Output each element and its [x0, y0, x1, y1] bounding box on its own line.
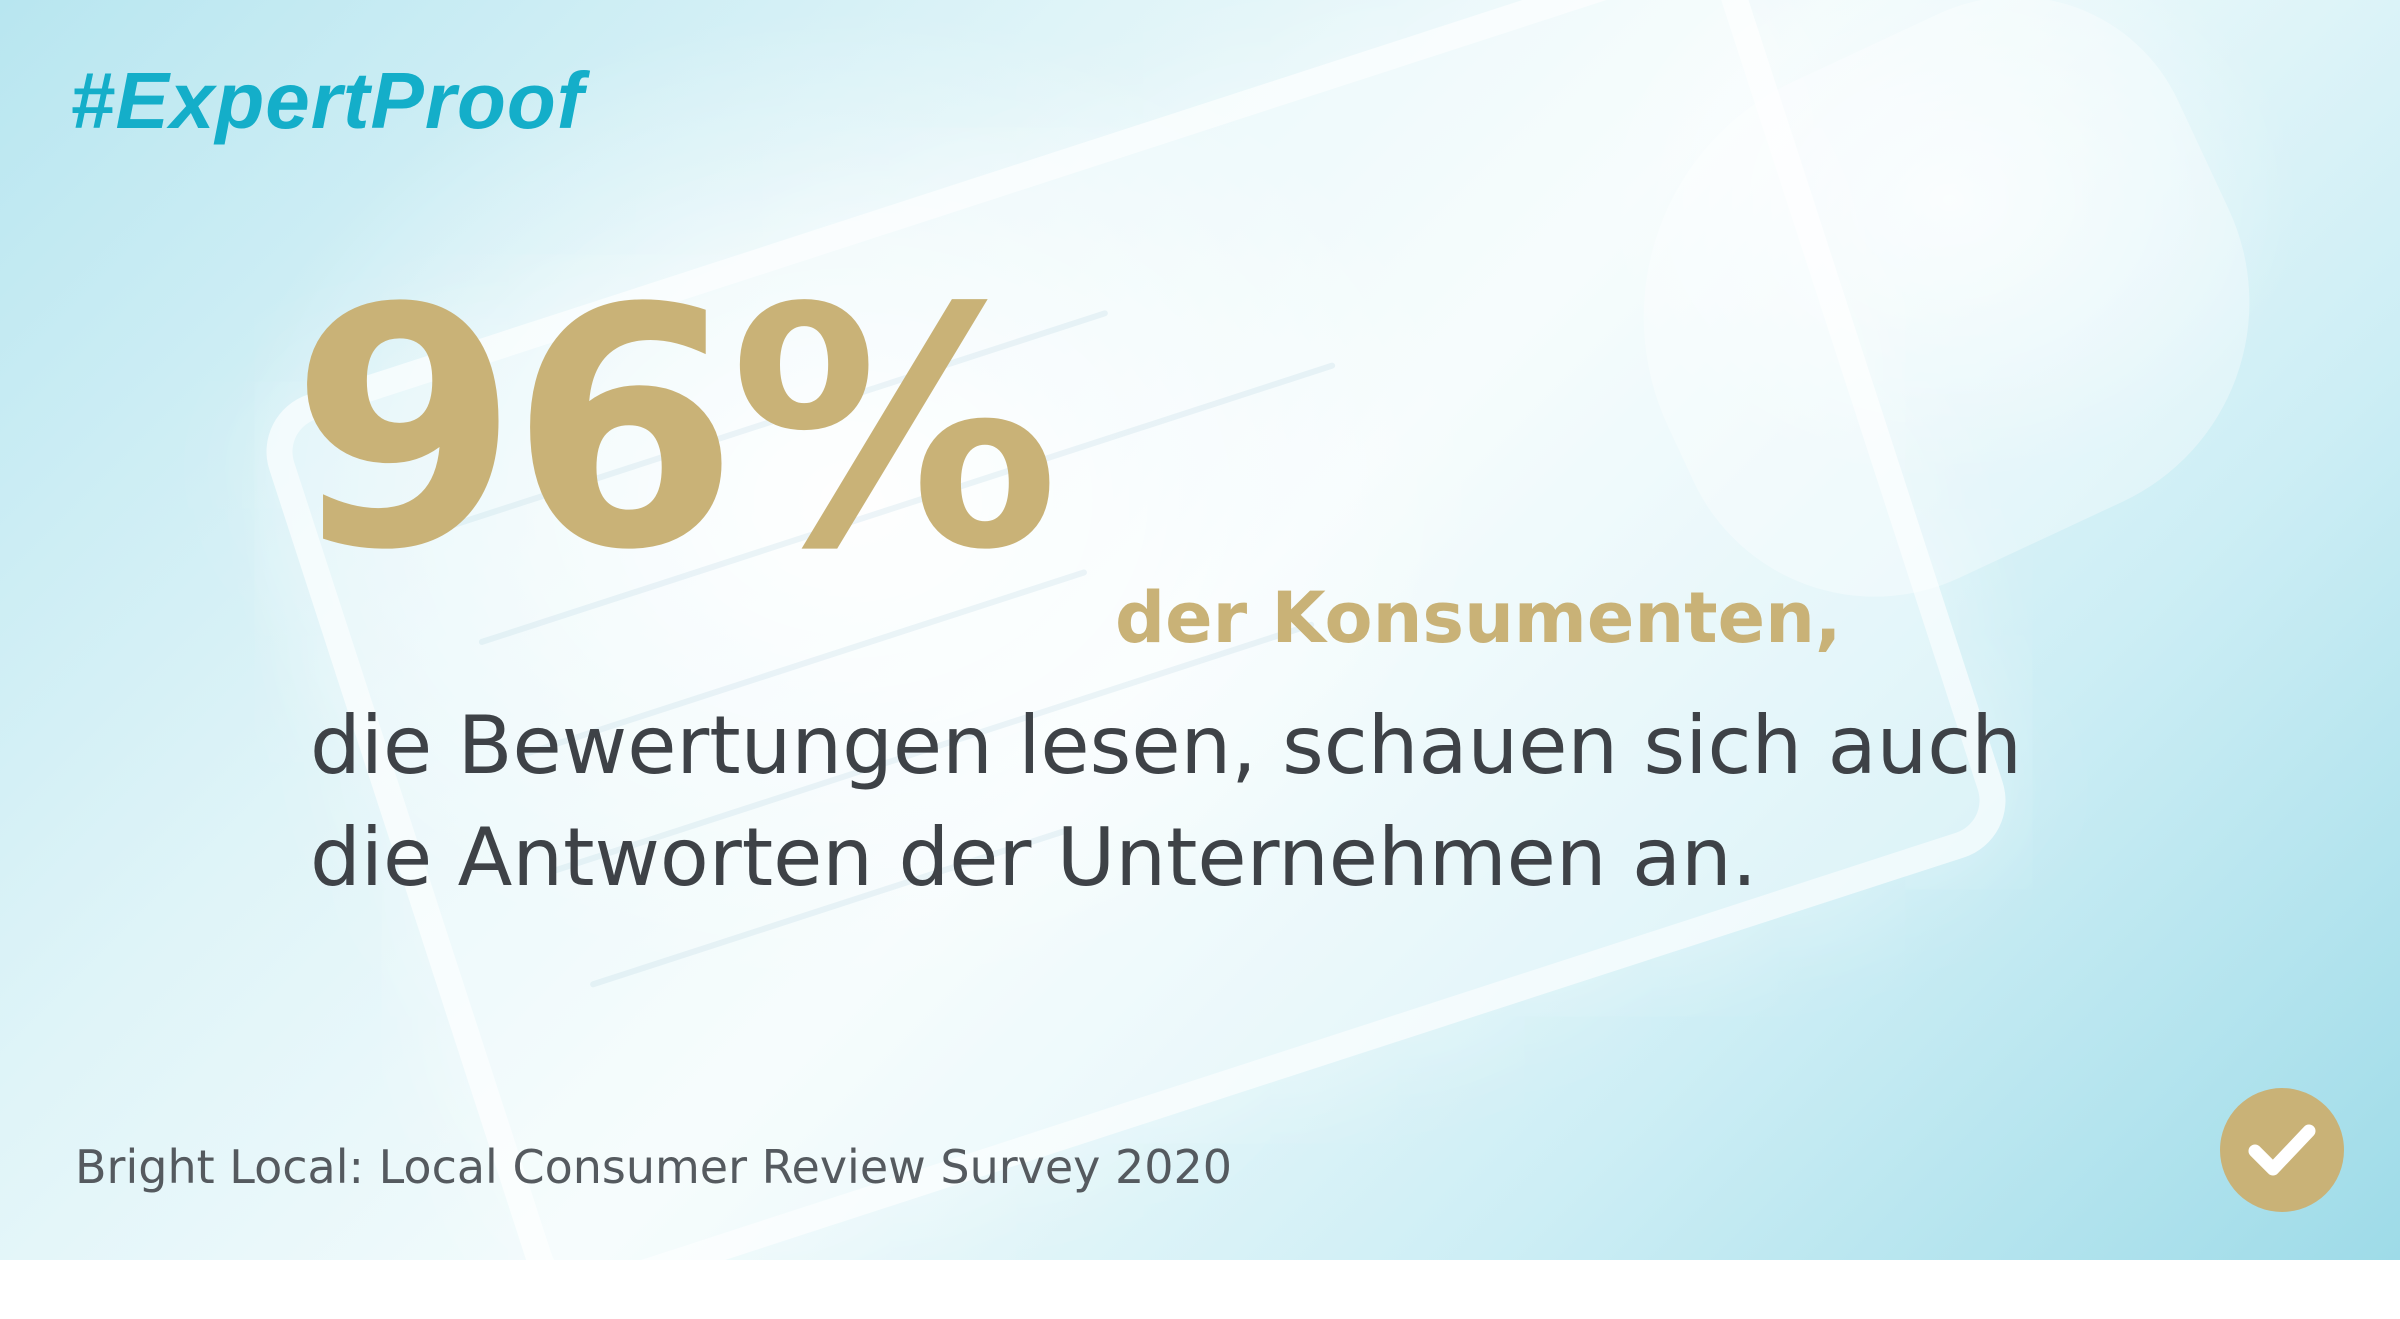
statement-text: die Bewertungen lesen, schauen sich auch…: [310, 690, 2110, 914]
statistic-value: 96%: [290, 238, 1060, 622]
background: [0, 0, 2400, 1260]
statement-line-1: die Bewertungen lesen, schauen sich auch: [310, 699, 2022, 792]
statement-line-2: die Antworten der Unternehmen an.: [310, 811, 1758, 904]
hashtag-title: #ExpertProof: [70, 56, 585, 145]
source-citation: Bright Local: Local Consumer Review Surv…: [75, 1140, 1233, 1194]
check-badge: [2220, 1088, 2344, 1212]
statistic-subject: der Konsumenten,: [1115, 577, 1842, 659]
checkmark-icon: [2248, 1124, 2316, 1176]
